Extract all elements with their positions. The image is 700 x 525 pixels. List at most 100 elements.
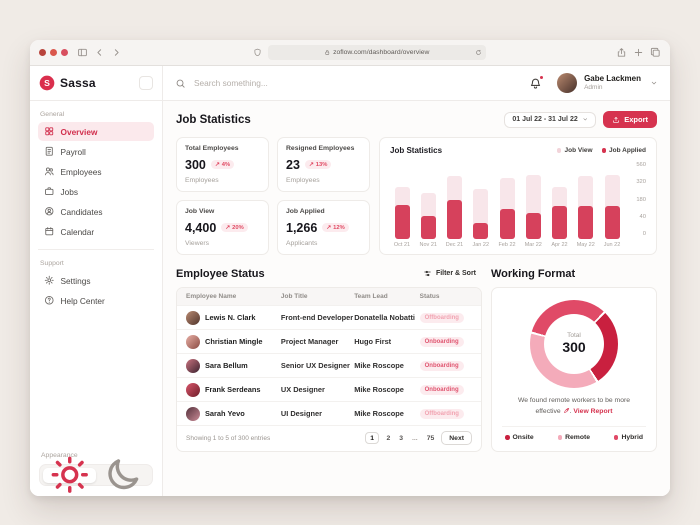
table-row[interactable]: Sarah Yevo UI Designer Mike Roscope Offb… <box>177 401 481 425</box>
legend-dot <box>556 148 562 153</box>
zoom-window-button[interactable] <box>61 49 68 56</box>
table-body: Lewis N. Clark Front-end Developer Donat… <box>177 305 481 425</box>
employee-avatar <box>186 310 200 325</box>
forward-button[interactable] <box>111 47 122 58</box>
sidebar-collapse-button[interactable] <box>139 76 153 90</box>
job-applied-bar[interactable] <box>420 216 436 239</box>
table-row[interactable]: Sara Bellum Senior UX Designer Mike Rosc… <box>177 353 481 377</box>
donut-legend-item-onsite[interactable]: Onsite <box>505 434 534 441</box>
tab-overview-icon[interactable] <box>650 47 661 58</box>
column-header-employee-name[interactable]: Employee Name <box>186 293 237 300</box>
date-range-picker[interactable]: 01 Jul 22 - 31 Jul 22 <box>504 111 597 128</box>
job-title: Project Manager <box>280 337 339 346</box>
jobs-icon <box>44 186 55 197</box>
sidebar-item-help-center[interactable]: Help Center <box>38 291 154 310</box>
trend-badge: ↗ 20% <box>221 223 248 232</box>
sidebar-item-label: Candidates <box>60 206 103 217</box>
sidebar-item-payroll[interactable]: Payroll <box>38 142 154 161</box>
employee-avatar <box>186 358 200 373</box>
job-title: UX Designer <box>280 385 325 394</box>
column-header-status[interactable]: Status <box>419 293 440 300</box>
minimize-window-button[interactable] <box>50 49 57 56</box>
job-applied-bar[interactable] <box>525 213 541 239</box>
y-tick-label: 320 <box>636 179 646 186</box>
job-applied-bar[interactable] <box>473 223 489 239</box>
payroll-icon <box>44 146 55 157</box>
bell-icon <box>529 77 542 90</box>
search-input[interactable] <box>192 77 523 89</box>
legend-item-job-applied[interactable]: Job Applied <box>601 147 646 154</box>
sidebar-item-employees[interactable]: Employees <box>38 162 154 181</box>
bar-group-nov-21: Nov 21 <box>418 171 438 248</box>
browser-sidebar-toggle-icon[interactable] <box>77 47 88 58</box>
shield-icon[interactable] <box>253 48 262 57</box>
sidebar-section-label: Support <box>40 260 64 267</box>
page-button-3[interactable]: 3 <box>399 434 404 442</box>
job-statistics-header: Job Statistics 01 Jul 22 - 31 Jul 22 Exp… <box>176 111 657 128</box>
light-mode-button[interactable] <box>42 456 96 494</box>
bar-group-dec-21: Dec 21 <box>445 171 465 248</box>
page-button-75[interactable]: 75 <box>426 434 435 442</box>
close-window-button[interactable] <box>39 49 46 56</box>
sidebar-item-settings[interactable]: Settings <box>38 271 154 290</box>
dark-mode-button[interactable] <box>96 459 150 490</box>
showing-entries-text: Showing 1 to 5 of 300 entries <box>186 434 271 442</box>
export-button[interactable]: Export <box>603 111 657 128</box>
sidebar-nav: General Overview Payroll Employees Jobs … <box>30 101 162 441</box>
job-statistics-chart-card: Job Statistics Job View Job Applied Oct 2… <box>379 137 657 255</box>
table-row[interactable]: Frank Serdeans UX Designer Mike Roscope … <box>177 377 481 401</box>
address-bar[interactable]: zoflow.com/dashboard/overview <box>267 45 486 60</box>
chart-legend: Job View Job Applied <box>556 147 646 154</box>
view-report-link[interactable]: View Report <box>573 407 613 415</box>
status-badge: Onboarding <box>419 384 464 395</box>
overview-icon <box>44 126 55 137</box>
team-lead: Hugo First <box>354 337 392 346</box>
page-button-2[interactable]: 2 <box>386 434 391 442</box>
sidebar-item-overview[interactable]: Overview <box>38 122 154 141</box>
chart-header: Job Statistics Job View Job Applied <box>390 146 646 155</box>
user-menu-chevron-icon[interactable] <box>650 79 658 87</box>
job-applied-bar[interactable] <box>394 205 410 239</box>
bar-chart: Oct 21 Nov 21 Dec 21 Jan 22 <box>390 162 624 248</box>
legend-dot <box>557 435 563 440</box>
job-applied-bar[interactable] <box>552 206 567 239</box>
working-format-note: We found remote workers to be more effec… <box>502 396 646 418</box>
bar-group-jan-22: Jan 22 <box>471 171 491 248</box>
donut-legend-item-hybrid[interactable]: Hybrid <box>613 434 643 441</box>
column-header-job-title[interactable]: Job Title <box>280 293 308 300</box>
table-row[interactable]: Lewis N. Clark Front-end Developer Donat… <box>177 305 481 329</box>
sidebar-item-jobs[interactable]: Jobs <box>38 182 154 201</box>
donut-center: Total 300 <box>544 314 604 374</box>
back-button[interactable] <box>94 47 105 58</box>
y-tick-label: 0 <box>642 231 646 237</box>
page-button-1[interactable]: 1 <box>364 432 380 444</box>
employee-table: Employee Name Job Title Team Lead Status Le… <box>176 287 482 452</box>
refresh-icon[interactable] <box>475 49 482 56</box>
next-page-button[interactable]: Next <box>441 431 472 445</box>
job-applied-bar[interactable] <box>499 209 515 239</box>
sidebar-item-candidates[interactable]: Candidates <box>38 202 154 221</box>
donut-legend-item-remote[interactable]: Remote <box>557 434 590 441</box>
sidebar-item-calendar[interactable]: Calendar <box>38 222 154 241</box>
column-header-team-lead[interactable]: Team Lead <box>354 293 388 300</box>
status-badge: Offboarding <box>419 312 464 323</box>
sidebar-item-label: Employees <box>60 166 102 177</box>
user-avatar[interactable] <box>557 73 578 93</box>
sidebar-item-label: Jobs <box>60 186 79 197</box>
new-tab-icon[interactable] <box>633 47 644 58</box>
trend-up-icon: ↗ <box>214 161 220 168</box>
url-text: zoflow.com/dashboard/overview <box>333 49 430 56</box>
donut-total-label: Total <box>567 332 581 340</box>
job-applied-bar[interactable] <box>578 206 594 239</box>
bar-group-apr-22: Apr 22 <box>550 171 570 248</box>
appearance-label: Appearance <box>41 452 78 459</box>
job-applied-bar[interactable] <box>604 206 620 239</box>
filter-sort-button[interactable]: Filter & Sort <box>417 268 482 279</box>
job-applied-bar[interactable] <box>447 200 462 239</box>
legend-item-job-view[interactable]: Job View <box>556 147 593 154</box>
notifications-button[interactable] <box>529 75 544 90</box>
stat-title: Resigned Employees <box>286 145 355 152</box>
table-row[interactable]: Christian Mingle Project Manager Hugo Fi… <box>177 329 481 353</box>
user-meta: Gabe Lackmen Admin <box>584 74 641 92</box>
share-icon[interactable] <box>616 47 627 58</box>
